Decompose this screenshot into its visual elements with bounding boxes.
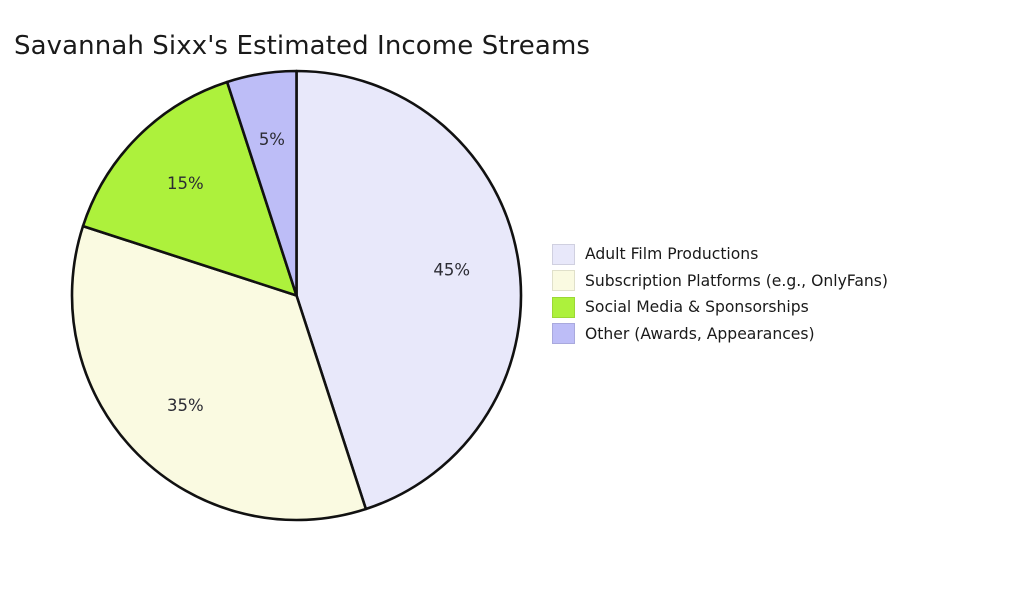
legend-item[interactable]: Social Media & Sponsorships <box>552 294 972 321</box>
pie-slice[interactable] <box>295 69 523 511</box>
chart-legend: Adult Film Productions Subscription Platf… <box>552 241 972 347</box>
pie-slice-label: 5% <box>259 130 285 149</box>
legend-item[interactable]: Other (Awards, Appearances) <box>552 321 972 348</box>
legend-item-label: Social Media & Sponsorships <box>585 298 809 316</box>
legend-color-swatch <box>552 243 575 265</box>
pie-slices-group <box>70 69 523 522</box>
pie-slice-label: 45% <box>433 260 470 279</box>
pie-slice[interactable] <box>225 69 298 297</box>
pie-slice-labels-group: 45% 35% 15% 5% <box>167 130 470 415</box>
pie-slice-label: 35% <box>167 396 204 415</box>
legend-color-swatch <box>552 296 575 318</box>
legend-item[interactable]: Subscription Platforms (e.g., OnlyFans) <box>552 268 972 295</box>
legend-item[interactable]: Adult Film Productions <box>552 241 972 268</box>
legend-item-label: Adult Film Productions <box>585 245 759 263</box>
legend-color-swatch <box>552 323 575 345</box>
legend-item-label: Subscription Platforms (e.g., OnlyFans) <box>585 271 888 290</box>
page-title: Savannah Sixx's Estimated Income Streams <box>14 31 591 61</box>
pie-slice-label: 15% <box>167 174 204 193</box>
legend-item-label: Other (Awards, Appearances) <box>585 324 815 343</box>
pie-slice[interactable] <box>70 224 368 522</box>
legend-color-swatch <box>552 270 575 292</box>
